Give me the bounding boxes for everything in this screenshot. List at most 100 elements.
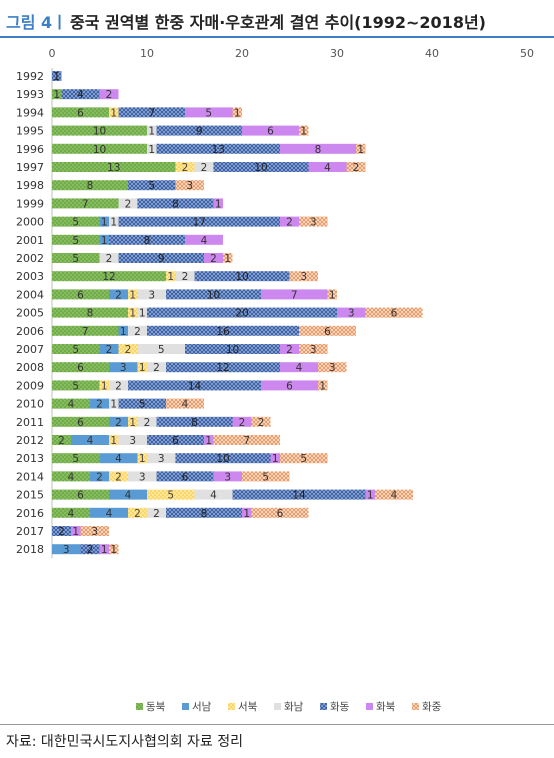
- data-label-2006-화중: 6: [324, 326, 331, 338]
- bar-1994-화중: [232, 107, 242, 118]
- bar-2014-화북: [213, 471, 242, 482]
- data-label-2011-화중: 2: [258, 417, 265, 429]
- bar-1998-동북: [52, 180, 128, 191]
- data-label-1998-동북: 8: [87, 180, 94, 192]
- bar-2014-서북: [109, 471, 128, 482]
- data-label-2008-화중: 3: [329, 362, 336, 374]
- data-label-2008-동북: 6: [77, 362, 84, 374]
- data-label-1997-화동: 10: [254, 162, 267, 174]
- legend-swatch-화남: [274, 703, 281, 710]
- data-label-2012-서북: 1: [110, 435, 117, 447]
- category-label-2006: 2006: [16, 325, 44, 338]
- data-label-1998-화중: 3: [186, 180, 193, 192]
- data-label-1996-동북: 10: [93, 144, 106, 156]
- data-label-2007-화북: 2: [286, 344, 293, 356]
- category-label-2003: 2003: [16, 270, 44, 283]
- bar-1997-화동: [213, 162, 309, 172]
- data-label-2007-동북: 5: [72, 344, 79, 356]
- bar-2007-서남: [99, 344, 119, 354]
- bar-2007-화남: [137, 344, 185, 354]
- bar-2001-화북: [185, 234, 223, 245]
- data-label-2016-화북: 1: [243, 508, 250, 520]
- data-label-2015-화남: 4: [210, 490, 217, 502]
- bar-2013-화중: [280, 453, 328, 464]
- data-label-2000-화북: 2: [286, 217, 293, 229]
- data-label-2013-화북: 1: [272, 453, 279, 465]
- bar-2016-서남: [90, 507, 128, 518]
- data-label-2014-서남: 2: [96, 471, 103, 483]
- data-label-1993-화북: 2: [106, 89, 113, 101]
- bar-2000-동북: [52, 216, 100, 227]
- data-label-2004-화남: 3: [148, 289, 155, 301]
- data-label-2002-화남: 2: [106, 253, 113, 265]
- bar-1997-동북: [52, 162, 176, 172]
- bar-2000-화북: [280, 216, 299, 227]
- data-label-2007-화동: 10: [226, 344, 239, 356]
- bar-2009-화동: [128, 380, 261, 391]
- bar-2014-동북: [52, 471, 90, 482]
- data-label-2015-동북: 6: [77, 490, 84, 502]
- data-label-2004-화중: 1: [329, 289, 336, 301]
- category-label-1996: 1996: [16, 143, 44, 156]
- bar-2012-화동: [147, 435, 204, 445]
- bar-1998-화동: [128, 180, 176, 191]
- data-label-1993-동북: 1: [53, 89, 60, 101]
- data-label-1995-화중: 1: [300, 126, 307, 138]
- data-label-2003-동북: 12: [102, 271, 115, 283]
- data-label-2005-화남: 1: [139, 308, 146, 320]
- category-label-1998: 1998: [16, 179, 44, 192]
- data-label-2000-서남: 1: [101, 217, 108, 229]
- data-label-2011-화남: 2: [144, 417, 151, 429]
- bar-2012-서남: [71, 435, 109, 445]
- category-label-2011: 2011: [16, 416, 44, 429]
- data-label-2006-동북: 7: [82, 326, 89, 338]
- data-label-2014-화중: 5: [262, 471, 269, 483]
- legend-swatch-서북: [228, 703, 235, 710]
- data-label-1999-화남: 2: [125, 198, 132, 210]
- category-label-2018: 2018: [16, 543, 44, 556]
- x-tick-label-5: 50: [520, 47, 534, 60]
- bar-2002-화북: [204, 253, 223, 263]
- data-label-2014-동북: 4: [68, 471, 75, 483]
- bar-2009-동북: [52, 380, 100, 391]
- data-label-2000-화남: 1: [110, 217, 117, 229]
- data-label-2017-화동: 2: [58, 526, 65, 538]
- category-label-2010: 2010: [16, 398, 44, 411]
- bar-2012-화북: [204, 435, 214, 445]
- category-label-2005: 2005: [16, 307, 44, 320]
- data-label-2005-서북: 1: [129, 308, 136, 320]
- bar-2008-서북: [137, 362, 147, 373]
- category-label-2009: 2009: [16, 379, 44, 392]
- data-label-1993-화동: 4: [77, 89, 84, 101]
- bar-2009-화북: [261, 380, 318, 391]
- legend-swatch-화동: [320, 703, 327, 710]
- bar-2014-화남: [128, 471, 157, 482]
- data-label-1995-화동: 9: [196, 126, 203, 138]
- bar-2015-화남: [194, 489, 233, 500]
- bar-2000-화남: [109, 216, 119, 227]
- bar-2010-서남: [90, 398, 109, 409]
- legend-swatch-동북: [136, 703, 143, 710]
- data-label-2016-서남: 4: [106, 508, 113, 520]
- data-label-2009-화북: 6: [286, 380, 293, 392]
- bar-1994-동북: [52, 107, 109, 118]
- data-label-2002-화중: 1: [224, 253, 231, 265]
- bar-2012-화중: [213, 435, 280, 445]
- bar-2005-화남: [137, 307, 147, 318]
- data-label-2012-화중: 7: [243, 435, 250, 447]
- bar-2003-화중: [289, 271, 318, 282]
- bar-2013-화북: [270, 453, 280, 464]
- bar-2003-동북: [52, 271, 166, 282]
- data-label-2007-화중: 3: [310, 344, 317, 356]
- bar-1999-화북: [213, 198, 223, 209]
- data-label-1997-서북: 2: [182, 162, 189, 174]
- legend-label-화남: 화남: [284, 701, 304, 713]
- data-label-2012-화북: 1: [205, 435, 212, 447]
- data-label-2011-동북: 6: [77, 417, 84, 429]
- bar-2015-서북: [147, 489, 195, 500]
- bar-2007-화중: [299, 344, 328, 354]
- data-label-1994-화동: 7: [148, 107, 155, 119]
- data-label-2006-화동: 16: [216, 326, 230, 338]
- data-label-2009-동북: 5: [72, 380, 79, 392]
- bar-2012-화남: [118, 435, 147, 445]
